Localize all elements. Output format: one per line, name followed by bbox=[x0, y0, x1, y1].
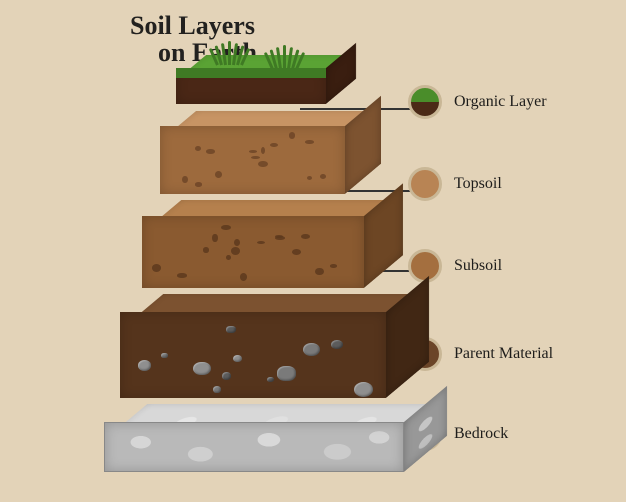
title-line-1: Soil Layers bbox=[130, 12, 257, 39]
layer-block-organic bbox=[176, 68, 326, 104]
diagram-canvas: Soil Layers on Earth Organic LayerTopsoi… bbox=[0, 0, 626, 502]
layer-block-subsoil bbox=[142, 216, 364, 288]
legend-row-organic: Organic Layer bbox=[408, 85, 547, 119]
layer-block-bedrock bbox=[104, 422, 404, 472]
layer-block-parent bbox=[120, 312, 386, 398]
legend-label-topsoil: Topsoil bbox=[454, 175, 502, 193]
legend-label-bedrock: Bedrock bbox=[454, 425, 508, 443]
legend-label-subsoil: Subsoil bbox=[454, 257, 502, 275]
layer-block-topsoil bbox=[160, 126, 345, 194]
legend-row-parent: Parent Material bbox=[408, 337, 553, 371]
legend-swatch-topsoil bbox=[408, 167, 442, 201]
legend-label-organic: Organic Layer bbox=[454, 93, 547, 111]
soil-stack bbox=[60, 68, 380, 478]
legend-row-subsoil: Subsoil bbox=[408, 249, 502, 283]
legend-swatch-organic bbox=[408, 85, 442, 119]
grass-tuft-icon bbox=[216, 43, 244, 65]
legend-row-topsoil: Topsoil bbox=[408, 167, 502, 201]
legend-label-parent: Parent Material bbox=[454, 345, 553, 363]
leader-line-organic bbox=[300, 108, 410, 110]
grass-tuft-icon bbox=[271, 47, 299, 69]
